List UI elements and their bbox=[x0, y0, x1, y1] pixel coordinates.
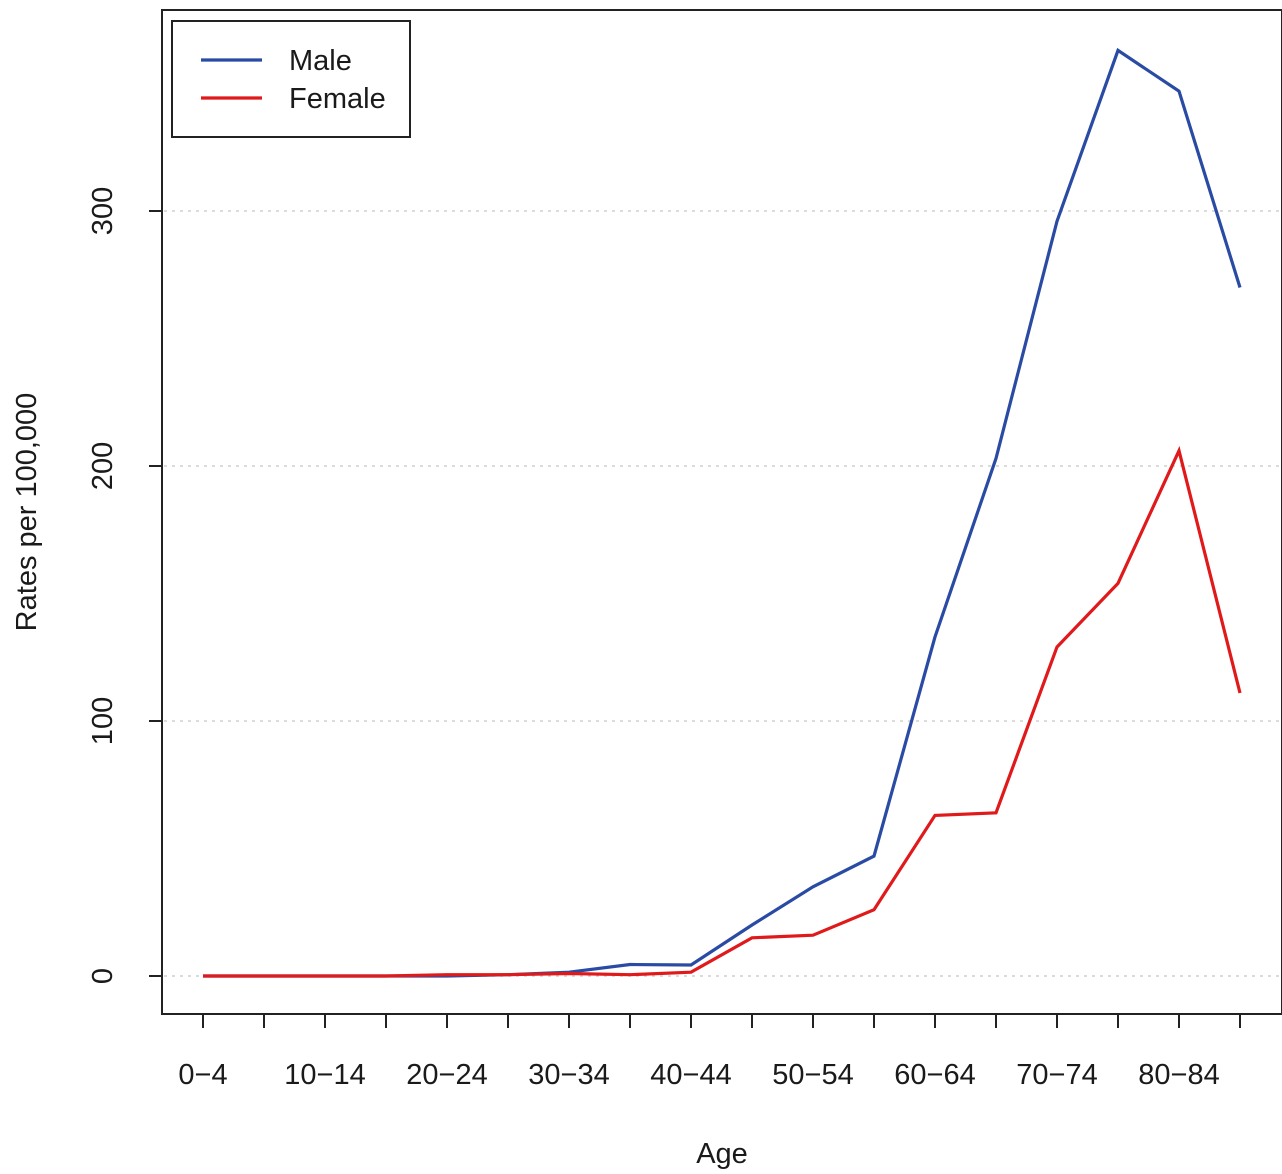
x-axis-title: Age bbox=[696, 1138, 748, 1170]
y-axis: 0 100 200 300 bbox=[87, 187, 162, 984]
x-axis: 0−4 10−14 20−24 30−34 40−44 50−54 60−64 70−74 80… bbox=[178, 1014, 1241, 1091]
plot-frame bbox=[161, 9, 1282, 1015]
series-line-female bbox=[203, 445, 1242, 978]
series-line-male bbox=[203, 47, 1242, 978]
x-tick-label: 20−24 bbox=[406, 1059, 487, 1091]
y-tick-label: 300 bbox=[87, 187, 119, 235]
x-tick-label: 60−64 bbox=[894, 1059, 975, 1091]
x-tick-label: 70−74 bbox=[1016, 1059, 1097, 1091]
x-tick-label: 40−44 bbox=[650, 1059, 731, 1091]
legend-label-female: Female bbox=[289, 83, 386, 115]
x-tick-label: 30−34 bbox=[528, 1059, 609, 1091]
y-axis-title: Rates per 100,000 bbox=[11, 393, 43, 632]
grid-layer bbox=[164, 210, 1280, 977]
x-tick-label: 10−14 bbox=[284, 1059, 365, 1091]
legend-box bbox=[171, 20, 411, 138]
x-tick-label: 0−4 bbox=[178, 1059, 227, 1091]
legend: Male Female bbox=[171, 20, 411, 138]
x-tick-label: 80−84 bbox=[1138, 1059, 1219, 1091]
y-tick-label: 100 bbox=[87, 697, 119, 745]
y-tick-label: 200 bbox=[87, 442, 119, 490]
series-layer bbox=[203, 47, 1242, 978]
legend-label-male: Male bbox=[289, 45, 352, 77]
x-tick-label: 50−54 bbox=[772, 1059, 853, 1091]
y-tick-label: 0 bbox=[87, 968, 119, 984]
